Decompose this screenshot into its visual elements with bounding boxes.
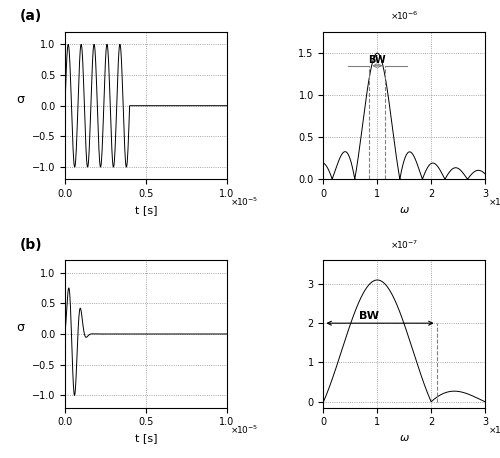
Text: $\times\!10^{-5}$: $\times\!10^{-5}$ [230,196,258,208]
Text: $\times\!10^{7}$: $\times\!10^{7}$ [488,196,500,208]
Text: $\times\!10^{-7}$: $\times\!10^{-7}$ [390,238,418,251]
Y-axis label: σ: σ [16,321,24,334]
Text: $\times\!10^{-5}$: $\times\!10^{-5}$ [230,424,258,436]
Text: $\times\!10^{-6}$: $\times\!10^{-6}$ [390,10,418,22]
X-axis label: t [s]: t [s] [134,205,157,215]
Text: (b): (b) [20,238,42,251]
Text: BW: BW [359,311,379,321]
Text: (a): (a) [20,9,42,23]
X-axis label: t [s]: t [s] [134,433,157,443]
Y-axis label: σ: σ [16,93,24,106]
X-axis label: ω: ω [400,205,409,215]
X-axis label: ω: ω [400,433,409,443]
Text: $\times\!10^{7}$: $\times\!10^{7}$ [488,424,500,436]
Text: BW: BW [368,55,386,65]
